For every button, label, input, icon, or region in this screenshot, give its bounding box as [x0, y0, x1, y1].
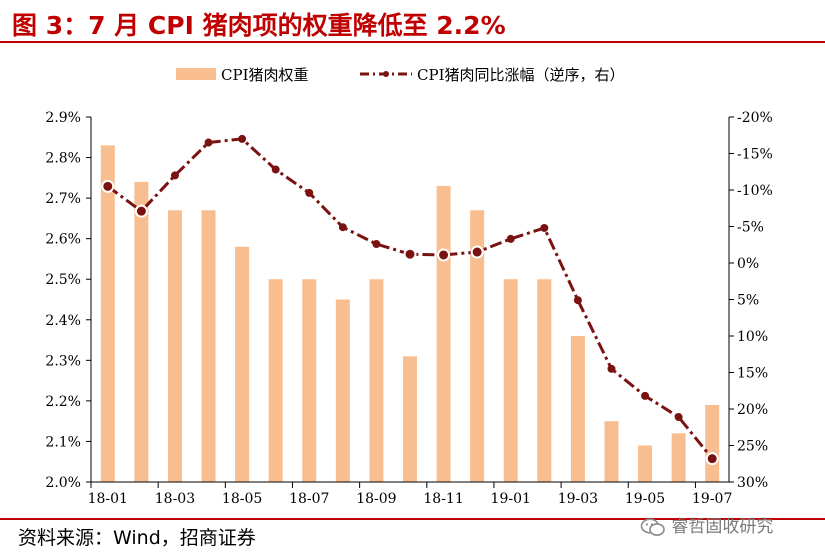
bar-19-07: [705, 404, 720, 482]
y-left-tick-label: 2.0%: [45, 475, 81, 491]
line-point-18-08: [338, 223, 347, 232]
line-series: [101, 134, 719, 466]
y-right-tick-label: -20%: [737, 110, 773, 126]
source-note: 资料来源：Wind，招商证券: [18, 527, 256, 549]
bar-19-04: [604, 421, 619, 482]
line-point-18-06: [271, 165, 280, 174]
bar-19-05: [638, 445, 653, 482]
legend-bar-swatch: [176, 68, 216, 80]
bar-19-02: [537, 279, 552, 482]
y-left-tick-label: 2.6%: [45, 232, 81, 248]
y-left-tick-label: 2.7%: [45, 191, 81, 207]
y-right-tick-label: 20%: [737, 402, 768, 418]
y-right-tick-label: -10%: [737, 183, 773, 199]
line-point-19-04: [607, 364, 616, 373]
footer-rule: [0, 518, 825, 520]
line-point-19-06: [674, 413, 683, 422]
bar-19-01: [503, 279, 518, 482]
bar-18-11: [436, 185, 451, 482]
y-left-tick-label: 2.9%: [45, 110, 81, 126]
wechat-icon: [640, 518, 665, 536]
x-tick-label: 18-09: [356, 491, 396, 507]
watermark-text: 睿哲固收研究: [671, 517, 774, 537]
y-right-tick-label: 10%: [737, 329, 768, 345]
bar-18-09: [369, 279, 384, 482]
watermark: 睿哲固收研究: [640, 512, 773, 537]
x-tick-label: 19-05: [625, 491, 665, 507]
bar-18-08: [335, 299, 350, 482]
x-tick-label: 18-03: [155, 491, 195, 507]
line-point-18-12: [470, 245, 484, 259]
page-title: 图 3：7 月 CPI 猪肉项的权重降低至 2.2%: [12, 11, 506, 40]
bar-18-12: [470, 210, 485, 482]
bar-18-10: [403, 356, 417, 482]
line-point-19-05: [641, 391, 650, 400]
bar-19-06: [671, 433, 686, 482]
line-point-18-05: [238, 134, 247, 143]
y-right-tick-label: -5%: [737, 220, 764, 236]
line-point-18-07: [305, 188, 314, 197]
x-tick-label: 18-05: [222, 491, 262, 507]
line-point-19-07: [705, 452, 719, 466]
y-right-tick-label: 0%: [737, 256, 759, 272]
legend-line-marker: [383, 71, 389, 77]
bar-18-03: [167, 210, 182, 482]
legend: CPI猪肉权重 CPI猪肉同比涨幅（逆序，右）: [176, 66, 625, 84]
y-right-tick-label: 15%: [737, 366, 768, 382]
bar-18-02: [134, 181, 149, 482]
line-point-18-09: [372, 240, 381, 249]
line-point-18-02: [134, 204, 148, 218]
line-point-18-04: [204, 138, 213, 147]
legend-line-label: CPI猪肉同比涨幅（逆序，右）: [417, 66, 625, 84]
x-tick-label: 19-07: [692, 491, 732, 507]
title-underline: [0, 41, 825, 43]
y-left-tick-label: 2.5%: [45, 272, 81, 288]
axes: 2.0% 2.1% 2.2% 2.3% 2.4% 2.5% 2.6% 2.7% 2.8% 2.9%…: [45, 110, 772, 507]
line-point-19-02: [540, 223, 549, 232]
line-point-19-01: [506, 234, 515, 243]
x-tick-label: 19-01: [491, 491, 531, 507]
line-point-18-10: [403, 247, 417, 261]
y-left-tick-label: 2.3%: [45, 353, 81, 369]
bar-18-06: [268, 279, 283, 482]
line-point-19-03: [573, 296, 582, 305]
y-left-tick-label: 2.8%: [45, 151, 81, 167]
bar-18-04: [201, 210, 216, 482]
line-point-18-11: [437, 248, 451, 262]
x-tick-label: 19-03: [558, 491, 598, 507]
y-right-tick-label: -15%: [737, 147, 773, 163]
y-right-tick-label: 30%: [737, 475, 768, 491]
bar-18-05: [235, 246, 250, 482]
bar-18-07: [302, 279, 317, 482]
bar-19-03: [570, 336, 585, 482]
legend-bar-label: CPI猪肉权重: [221, 66, 309, 84]
y-right-tick-label: 25%: [737, 439, 768, 455]
x-tick-label: 18-11: [423, 491, 463, 507]
bar-series: [100, 145, 720, 482]
y-left-tick-label: 2.2%: [45, 394, 81, 410]
line-point-18-01: [101, 179, 115, 193]
x-tick-label: 18-07: [289, 491, 329, 507]
y-left-tick-label: 2.1%: [45, 434, 81, 450]
x-tick-label: 18-01: [88, 491, 128, 507]
y-right-tick-label: 5%: [737, 293, 759, 309]
bar-18-01: [100, 145, 115, 482]
y-left-tick-label: 2.4%: [45, 313, 81, 329]
line-point-18-03: [170, 171, 179, 180]
